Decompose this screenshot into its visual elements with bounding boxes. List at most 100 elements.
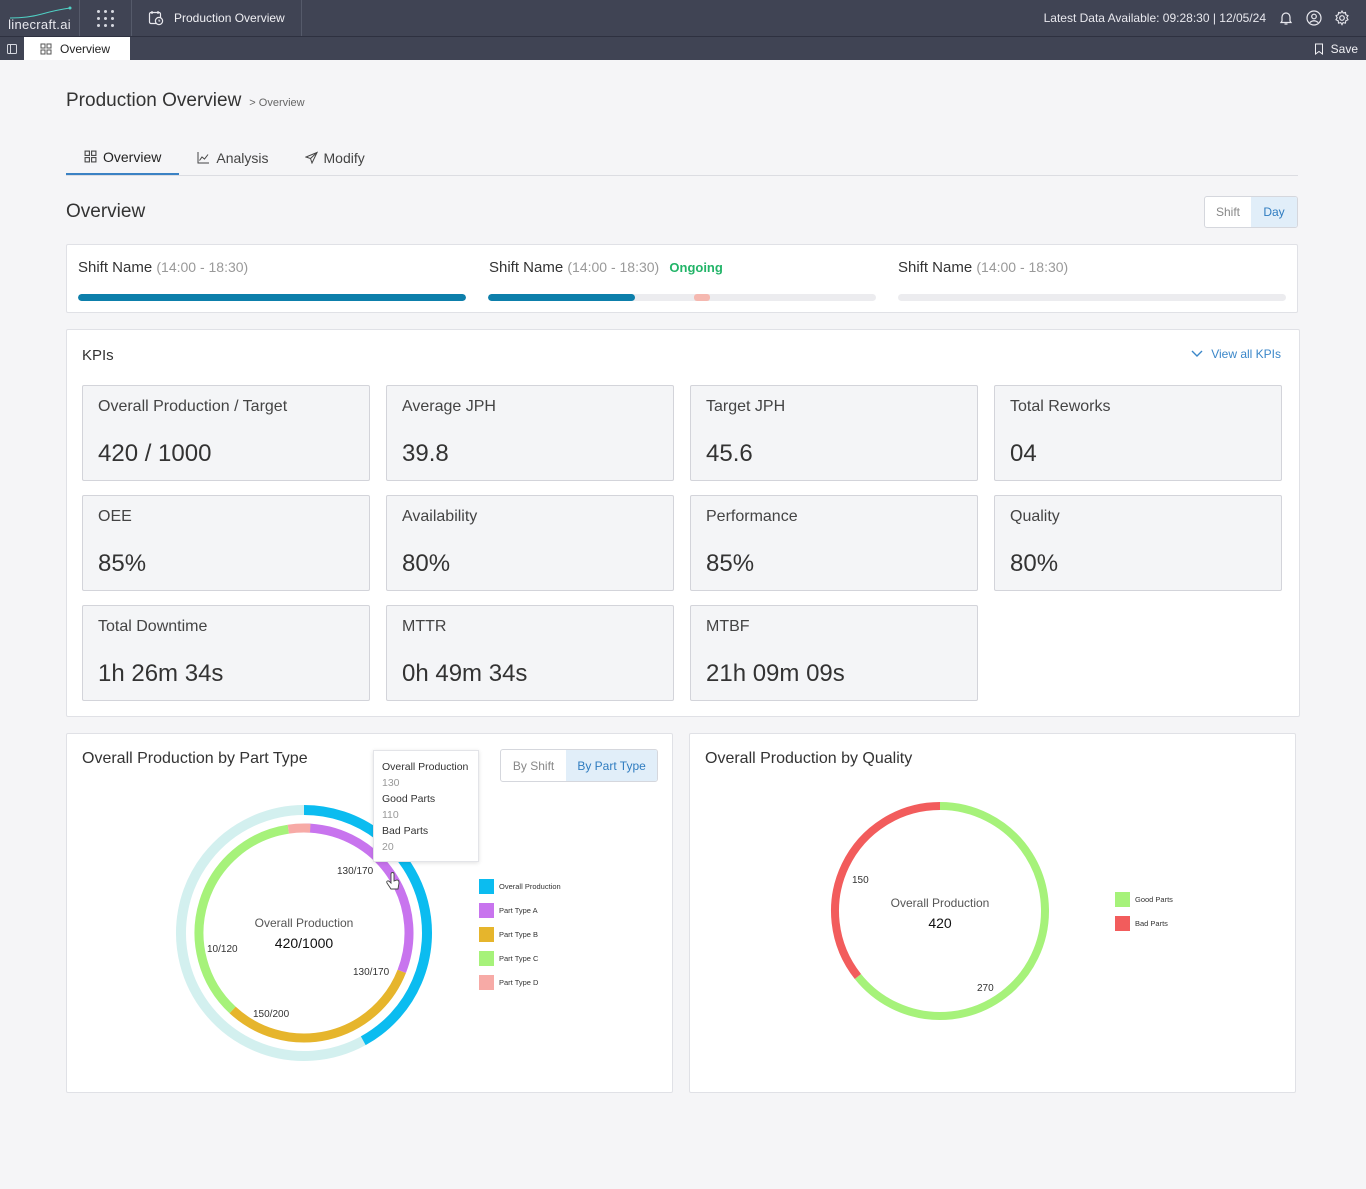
kpi-tile-total-reworks[interactable]: Total Reworks 04 xyxy=(994,385,1282,481)
tab-overview-document[interactable]: Overview xyxy=(24,37,130,60)
tooltip-overall-label: Overall Production xyxy=(382,761,469,773)
quality-donut-chart: Overall Production 420 150 270 xyxy=(831,802,1049,1020)
page-tabs: Overview Analysis Modify xyxy=(66,140,1298,176)
outer-overall-production-arc[interactable] xyxy=(303,805,432,1046)
center-label: Overall Production xyxy=(255,916,354,930)
inner-arc-part-type-d[interactable] xyxy=(287,823,311,834)
shift-time: (14:00 - 18:30) xyxy=(567,259,660,275)
tab-overview-label: Overview xyxy=(60,41,111,56)
by-shift-button[interactable]: By Shift xyxy=(512,758,555,773)
kpi-value: 80% xyxy=(1010,550,1059,577)
kpi-tile-overall-production[interactable]: Overall Production / Target 420 / 1000 xyxy=(82,385,370,481)
kpi-value: 04 xyxy=(1010,440,1037,467)
panel-toggle-icon[interactable] xyxy=(0,37,24,60)
kpi-tile-quality[interactable]: Quality 80% xyxy=(994,495,1282,591)
kpi-tile-mtbf[interactable]: MTBF 21h 09m 09s xyxy=(690,605,978,701)
tab-overview-label: Overview xyxy=(103,148,162,165)
logo-text: linecraft.ai xyxy=(8,16,71,32)
shift-2-progress-bar xyxy=(488,294,876,301)
apps-menu-button[interactable] xyxy=(80,0,132,36)
kpi-value: 21h 09m 09s xyxy=(706,660,845,687)
kpi-label: Target JPH xyxy=(706,398,786,415)
kpi-tile-average-jph[interactable]: Average JPH 39.8 xyxy=(386,385,674,481)
kpi-value: 420 / 1000 xyxy=(98,440,212,467)
kpi-label: Average JPH xyxy=(402,398,496,415)
gear-icon[interactable] xyxy=(1334,10,1350,26)
by-part-type-button[interactable]: By Part Type xyxy=(566,750,657,781)
kpi-label: Total Downtime xyxy=(98,618,208,635)
save-button[interactable]: Save xyxy=(1313,37,1366,60)
legend-item-part-type-b[interactable]: Part Type B xyxy=(479,922,561,946)
chevron-down-icon xyxy=(1191,350,1203,357)
kpi-value: 1h 26m 34s xyxy=(98,660,224,687)
save-label: Save xyxy=(1330,41,1358,56)
kpi-value: 85% xyxy=(98,550,147,577)
center-value: 420 xyxy=(928,915,952,931)
apps-grid-icon xyxy=(97,9,114,27)
kpi-tile-availability[interactable]: Availability 80% xyxy=(386,495,674,591)
quality-arc-good-parts[interactable] xyxy=(854,802,1049,1020)
view-all-kpis-label: View all KPIs xyxy=(1211,347,1281,361)
inner-arc-part-type-c[interactable] xyxy=(194,824,290,1014)
quality-arc-bad-parts[interactable] xyxy=(831,802,941,979)
tab-modify-label: Modify xyxy=(323,149,365,166)
kpi-tile-performance[interactable]: Performance 85% xyxy=(690,495,978,591)
view-all-kpis-link[interactable]: View all KPIs xyxy=(1191,347,1281,361)
kpi-tile-mttr[interactable]: MTTR 0h 49m 34s xyxy=(386,605,674,701)
app-title-label: Production Overview xyxy=(174,11,285,25)
inner-arc-part-type-b[interactable] xyxy=(229,969,406,1043)
tooltip-bad-value: 20 xyxy=(382,841,394,853)
data-label-good-parts: 270 xyxy=(977,983,994,994)
shift-name: Shift Name xyxy=(898,259,973,276)
legend-item-part-type-c[interactable]: Part Type C xyxy=(479,946,561,970)
tab-modify[interactable]: Modify xyxy=(287,140,383,175)
tab-overview[interactable]: Overview xyxy=(66,140,180,175)
kpi-label: MTBF xyxy=(706,618,750,635)
part-type-chart-card: Overall Production by Part Type By Shift… xyxy=(66,733,673,1093)
tooltip-good-label: Good Parts xyxy=(382,793,436,805)
kpi-tile-total-downtime[interactable]: Total Downtime 1h 26m 34s xyxy=(82,605,370,701)
app-title[interactable]: Production Overview xyxy=(132,0,302,36)
page-title-text: Production Overview xyxy=(66,90,242,111)
quality-chart-title: Overall Production by Quality xyxy=(705,750,913,767)
shift-day-toggle: Shift Day xyxy=(1204,196,1298,228)
shift-2: Shift Name (14:00 - 18:30) Ongoing xyxy=(489,259,723,276)
grid-icon xyxy=(40,43,52,54)
toggle-shift-button[interactable]: Shift xyxy=(1215,205,1240,219)
kpi-tile-oee[interactable]: OEE 85% xyxy=(82,495,370,591)
shift-status-badge: Ongoing xyxy=(669,260,723,275)
breadcrumb[interactable]: > Overview xyxy=(249,97,305,109)
bell-icon[interactable] xyxy=(1278,10,1294,26)
quality-legend: Good Parts Bad Parts xyxy=(1115,887,1173,935)
hand-cursor-icon xyxy=(386,872,400,890)
legend-item-part-type-d[interactable]: Part Type D xyxy=(479,970,561,994)
legend-item-part-type-a[interactable]: Part Type A xyxy=(479,898,561,922)
data-label-part-a: 130/170 xyxy=(337,866,374,877)
kpi-label: Performance xyxy=(706,508,798,525)
user-icon[interactable] xyxy=(1306,10,1322,26)
kpi-card: KPIs View all KPIs Overall Production / … xyxy=(66,329,1300,717)
kpi-label: Total Reworks xyxy=(1010,398,1111,415)
shift-2-event-marker[interactable] xyxy=(693,294,710,301)
section-title: Overview xyxy=(66,201,146,222)
kpi-tile-target-jph[interactable]: Target JPH 45.6 xyxy=(690,385,978,481)
chart-tooltip: Overall Production 130 Good Parts 110 Ba… xyxy=(373,750,479,862)
logo[interactable]: linecraft.ai xyxy=(0,0,80,36)
document-tab-bar: Overview Save xyxy=(0,36,1366,60)
legend-item-good-parts[interactable]: Good Parts xyxy=(1115,887,1173,911)
quality-chart-card: Overall Production by Quality Overall Pr… xyxy=(689,733,1296,1093)
center-label: Overall Production xyxy=(891,896,990,910)
shift-1: Shift Name (14:00 - 18:30) xyxy=(78,259,248,276)
tab-analysis[interactable]: Analysis xyxy=(179,140,286,175)
send-icon xyxy=(304,151,318,164)
bookmark-icon xyxy=(1314,43,1323,55)
legend-item-bad-parts[interactable]: Bad Parts xyxy=(1115,911,1173,935)
kpi-label: MTTR xyxy=(402,618,447,635)
toggle-day-button[interactable]: Day xyxy=(1251,197,1297,227)
kpi-label: Availability xyxy=(402,508,478,525)
part-type-legend: Overall Production Part Type A Part Type… xyxy=(479,874,561,994)
outer-remainder-arc[interactable] xyxy=(176,805,366,1061)
part-chart-toggle: By Shift By Part Type xyxy=(500,749,658,782)
legend-item-overall-production[interactable]: Overall Production xyxy=(479,874,561,898)
kpi-title: KPIs xyxy=(82,347,114,364)
